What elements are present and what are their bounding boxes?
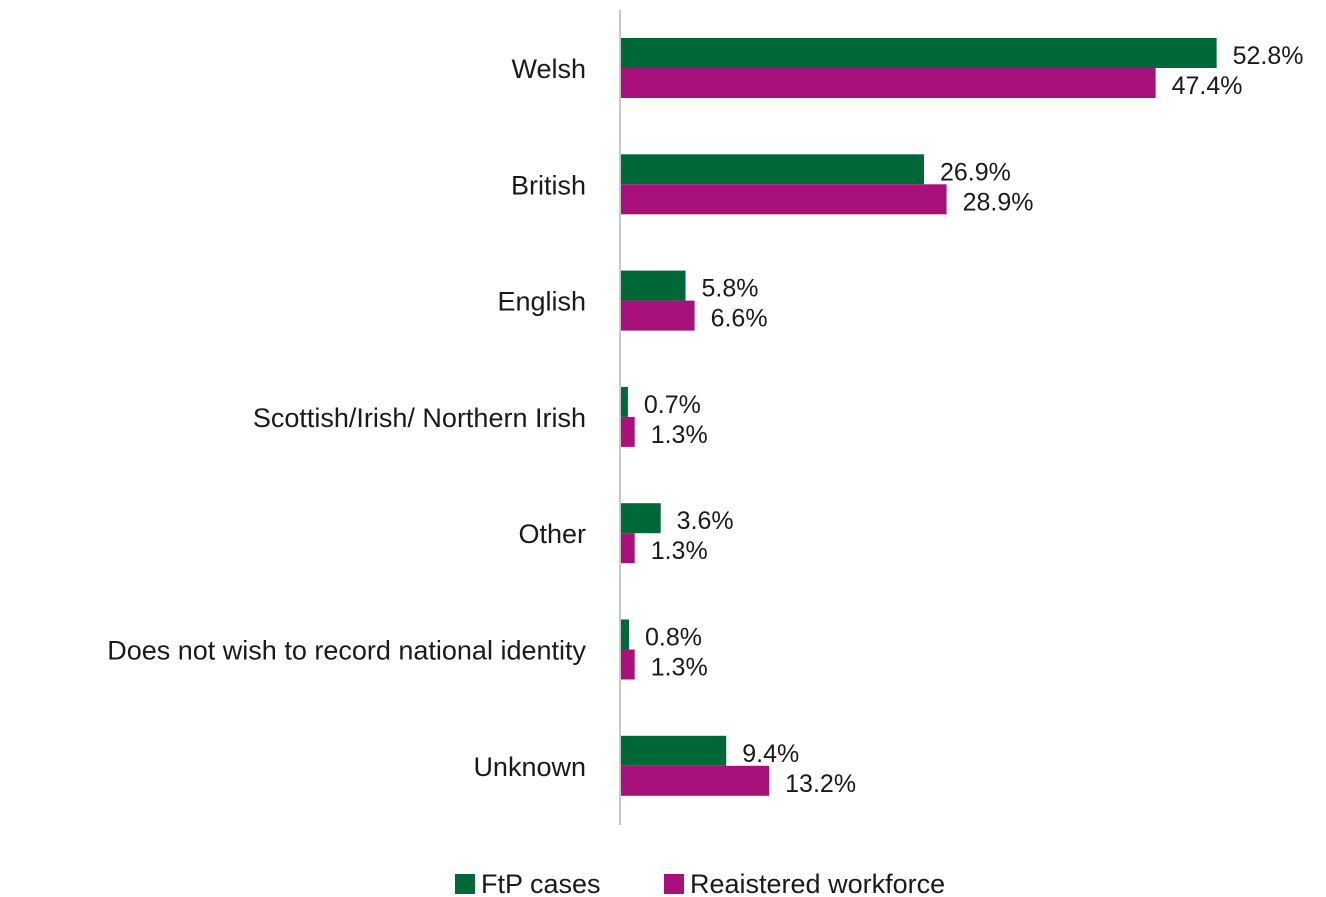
bar-registered-workforce	[620, 649, 635, 680]
bar-registered-workforce	[620, 68, 1156, 98]
bar-registered-workforce	[620, 533, 635, 564]
legend-label: FtP cases	[481, 869, 601, 897]
bar-ftp-cases	[620, 735, 727, 766]
bar-ftp-cases	[620, 503, 661, 534]
category-label: Scottish/Irish/ Northern Irish	[253, 403, 586, 433]
bar-registered-workforce	[620, 765, 770, 796]
bar-ftp-cases	[620, 154, 924, 185]
legend-swatch-ftp-cases	[455, 874, 475, 894]
data-label: 26.9%	[940, 158, 1011, 186]
data-label: 1.3%	[651, 537, 708, 565]
data-label: 52.8%	[1233, 42, 1304, 70]
category-label: Does not wish to record national identit…	[107, 636, 586, 666]
legend-label: Reaistered workforce	[690, 869, 945, 897]
bars-group	[620, 38, 1217, 796]
bar-ftp-cases	[620, 270, 686, 301]
data-label: 0.7%	[644, 391, 701, 419]
legend-swatch-registered-workforce	[664, 874, 684, 894]
category-label: Unknown	[473, 752, 586, 782]
bar-registered-workforce	[620, 184, 947, 215]
bar-registered-workforce	[620, 300, 695, 331]
data-label: 5.8%	[702, 275, 759, 303]
data-label: 3.6%	[677, 507, 734, 535]
data-label: 0.8%	[645, 624, 702, 652]
data-label: 1.3%	[651, 421, 708, 449]
data-label: 9.4%	[742, 740, 799, 768]
data-label: 28.9%	[963, 188, 1034, 216]
category-labels-group: Welsh British English Scottish/Irish/ North…	[107, 54, 586, 782]
bar-registered-workforce	[620, 416, 635, 447]
data-label: 1.3%	[651, 654, 708, 682]
category-label: Other	[518, 519, 586, 549]
bar-ftp-cases	[620, 38, 1217, 68]
data-label: 6.6%	[711, 305, 768, 333]
value-labels-group: 52.8%47.4%26.9%28.9%5.8%6.6%0.7%1.3%3.6%…	[644, 42, 1304, 798]
bar-ftp-cases	[620, 619, 630, 650]
data-label: 47.4%	[1172, 72, 1243, 100]
category-label: Welsh	[511, 54, 586, 84]
bar-ftp-cases	[620, 386, 628, 417]
legend: FtP cases Reaistered workforce	[455, 869, 945, 897]
category-label: British	[511, 170, 586, 200]
data-label: 13.2%	[785, 770, 856, 798]
category-label: English	[497, 287, 586, 317]
